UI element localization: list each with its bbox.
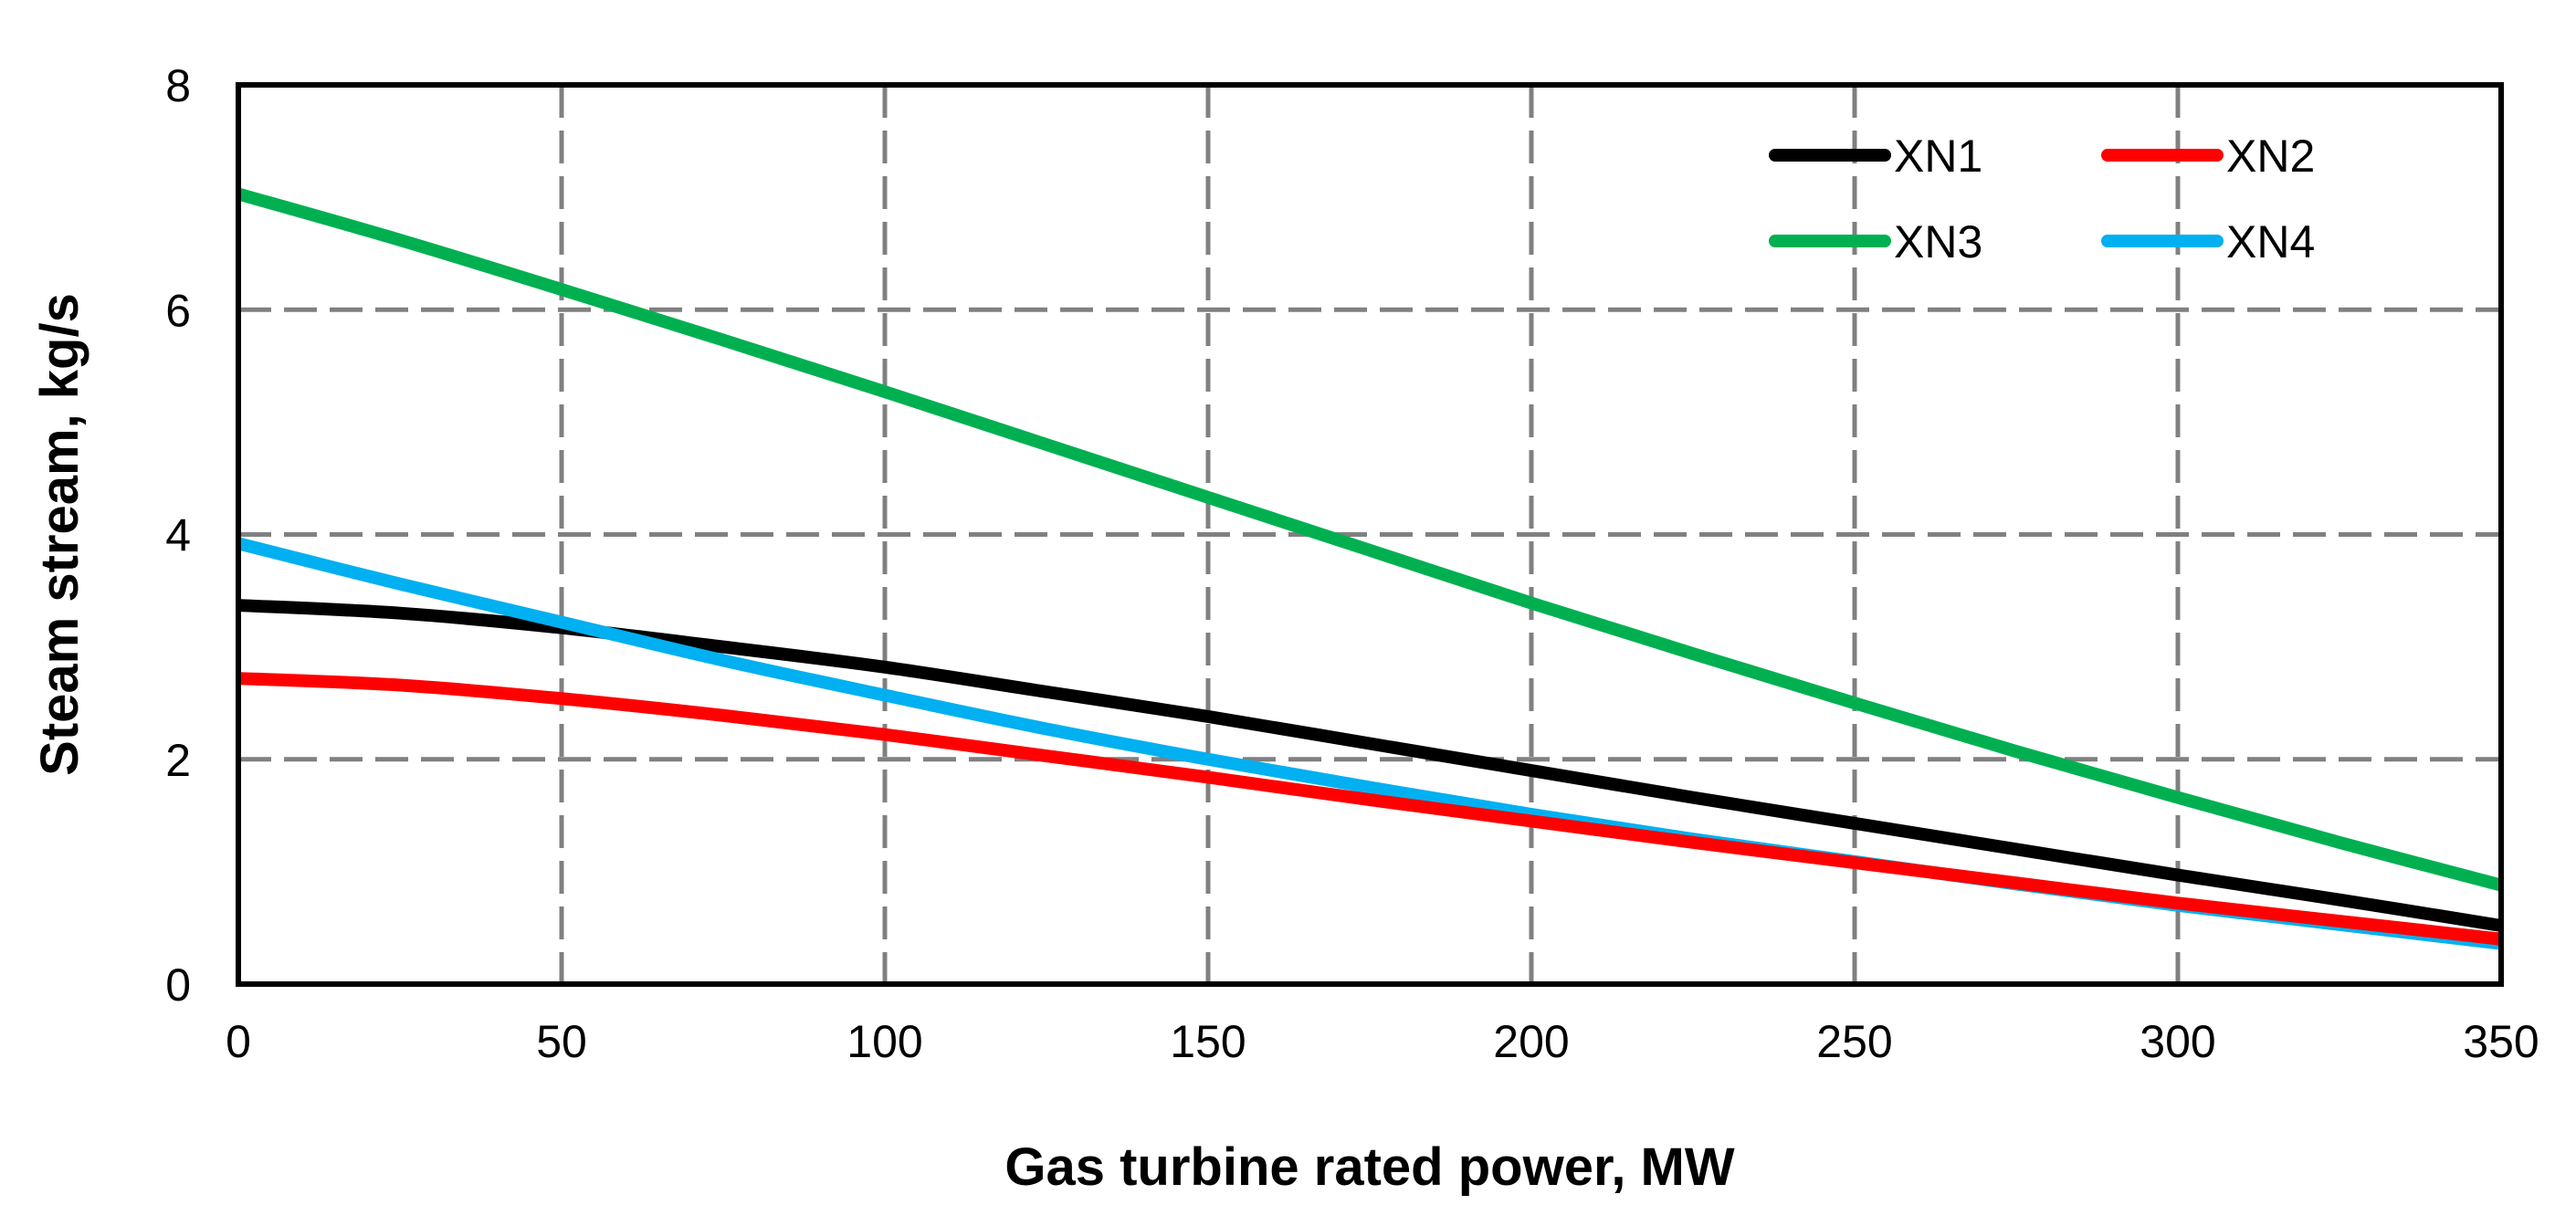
series-line-xn3 [237, 187, 2503, 892]
plot-area-frame [236, 82, 2504, 987]
x-tick-label: 200 [1493, 1016, 1569, 1067]
y-tick-label: 2 [165, 735, 191, 786]
series-line-xn1 [237, 599, 2503, 932]
legend: XN1 XN2 XN3 XN4 [1769, 131, 2315, 267]
x-axis-tick-labels: 0 50 100 150 200 250 300 350 [226, 1016, 2539, 1067]
x-tick-label: 150 [1170, 1016, 1246, 1067]
y-tick-label: 6 [165, 285, 191, 336]
legend-label-xn2: XN2 [2226, 131, 2315, 182]
x-tick-label: 0 [226, 1016, 251, 1067]
grid-lines [238, 85, 2501, 984]
series-lines [237, 187, 2503, 950]
y-axis-tick-labels: 0 2 4 6 8 [165, 60, 191, 1011]
y-tick-label: 4 [165, 510, 191, 561]
legend-label-xn3: XN3 [1894, 216, 1982, 267]
x-tick-label: 250 [1816, 1016, 1892, 1067]
y-axis-title: Steam stream, kg/s [30, 293, 89, 776]
x-axis-title: Gas turbine rated power, MW [1004, 1137, 1734, 1197]
legend-label-xn1: XN1 [1894, 131, 1982, 182]
x-tick-label: 100 [846, 1016, 922, 1067]
series-line-xn2 [237, 672, 2502, 946]
x-tick-label: 350 [2463, 1016, 2539, 1067]
legend-label-xn4: XN4 [2226, 216, 2315, 267]
y-tick-label: 0 [165, 959, 191, 1011]
x-tick-label: 300 [2140, 1016, 2215, 1067]
y-tick-label: 8 [165, 60, 191, 111]
x-tick-label: 50 [536, 1016, 587, 1067]
